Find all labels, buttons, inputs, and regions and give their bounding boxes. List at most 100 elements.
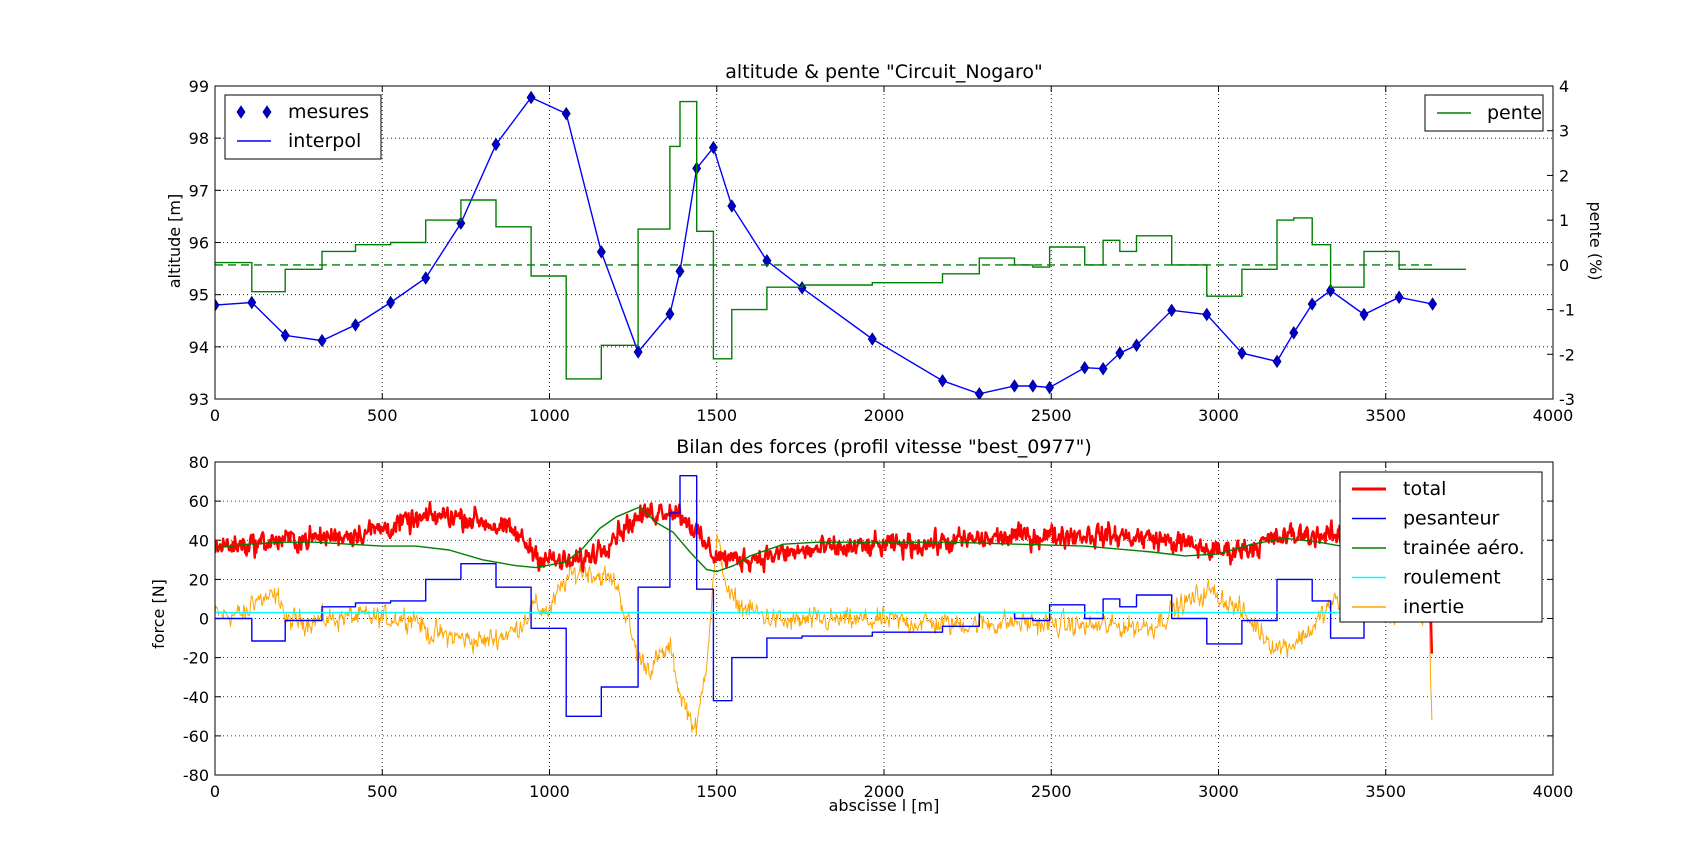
- altitude-measure-marker: [938, 374, 948, 388]
- force-chart-title: Bilan des forces (profil vitesse "best_0…: [676, 436, 1092, 458]
- plot-frame: [214, 85, 1554, 400]
- altitude-measure-marker: [1307, 297, 1317, 311]
- altitude-measure-marker: [561, 106, 571, 121]
- y2-tick-label: 1: [1559, 211, 1569, 230]
- altitude-measure-marker: [1098, 362, 1108, 376]
- legend-entry-label: mesures: [288, 101, 369, 123]
- y2-tick-label: 0: [1559, 256, 1569, 275]
- altitude-measure-marker: [1289, 326, 1299, 340]
- slope-axis-label: pente (%): [1586, 201, 1605, 280]
- x-tick-label: 1000: [529, 406, 570, 425]
- altitude-measure-marker: [1237, 346, 1247, 360]
- x-tick-label: 3500: [1365, 406, 1406, 425]
- gravity-force-line: [215, 475, 1466, 717]
- force-legend: total pesanteur trainée aéro. roulement iner…: [1339, 471, 1543, 623]
- x-tick-label: 2500: [1031, 782, 1072, 801]
- altitude-measure-marker: [762, 254, 772, 268]
- y-tick-label: 98: [189, 129, 209, 148]
- altitude-measure-marker: [317, 333, 327, 348]
- x-tick-label: 4000: [1533, 406, 1574, 425]
- altitude-measure-marker: [491, 137, 501, 152]
- altitude-measure-marker: [1009, 379, 1019, 393]
- x-tick-label: 3000: [1198, 406, 1239, 425]
- y2-tick-label: -3: [1559, 390, 1575, 409]
- altitude-slope-chart: altitude & pente "Circuit_Nogaro" altitu…: [165, 61, 1605, 425]
- legend-entry-label: interpol: [288, 130, 361, 152]
- abscissa-axis-label: abscisse l [m]: [829, 796, 940, 815]
- altitude-plot-area: 0 500 1000 1500 2000 2500 3000 3500 4000 93 94 95 96…: [189, 77, 1575, 425]
- y-tick-label: 0: [199, 610, 209, 629]
- altitude-measure-marker: [867, 332, 877, 346]
- legend-diamond-marker: [262, 105, 272, 119]
- legend-entry-label: total: [1403, 478, 1446, 500]
- altitude-measure-marker: [675, 264, 685, 278]
- y2-tick-label: -2: [1559, 345, 1575, 364]
- altitude-interpolation-line: [215, 96, 1433, 395]
- y2-tick-label: 4: [1559, 77, 1569, 96]
- altitude-measure-marker: [1359, 307, 1369, 322]
- altitude-measure-marker: [421, 271, 431, 285]
- aero-drag-line: [215, 506, 1420, 573]
- altitude-measure-marker: [1132, 338, 1142, 352]
- y-tick-label: 96: [189, 234, 209, 253]
- altitude-measure-marker: [1428, 297, 1438, 311]
- y-tick-label: -40: [183, 688, 209, 707]
- x-tick-label: 500: [367, 782, 398, 801]
- altitude-measure-marker: [1202, 307, 1212, 322]
- y-tick-label: -20: [183, 649, 209, 668]
- altitude-measure-marker: [1028, 379, 1038, 393]
- x-tick-label: 0: [210, 782, 220, 801]
- slope-legend: pente: [1424, 94, 1544, 132]
- y2-tick-label: 3: [1559, 122, 1569, 141]
- x-tick-label: 2500: [1031, 406, 1072, 425]
- x-tick-label: 3000: [1198, 782, 1239, 801]
- x-tick-label: 2000: [864, 406, 905, 425]
- y2-tick-label: -1: [1559, 301, 1575, 320]
- y-tick-label: 97: [189, 181, 209, 200]
- y2-tick-label: 2: [1559, 166, 1569, 185]
- x-tick-label: 500: [367, 406, 398, 425]
- altitude-measure-marker: [1394, 290, 1404, 304]
- y-tick-label: 20: [189, 570, 209, 589]
- altitude-measure-marker: [708, 140, 718, 155]
- force-plot-area: 0 500 1000 1500 2000 2500 3000 3500 4000 -80 -60 -4…: [183, 453, 1574, 801]
- legend-entry-label: trainée aéro.: [1403, 537, 1525, 559]
- force-balance-chart: Bilan des forces (profil vitesse "best_0…: [149, 436, 1573, 815]
- force-series-group: [215, 475, 1466, 736]
- legend-entry-label: pesanteur: [1403, 508, 1500, 530]
- altitude-series-group: [215, 90, 1466, 399]
- x-tick-label: 3500: [1365, 782, 1406, 801]
- slope-step-line: [215, 100, 1466, 380]
- y-tick-label: 95: [189, 286, 209, 305]
- altitude-measure-marker: [1045, 380, 1055, 395]
- altitude-measure-marker: [351, 318, 360, 332]
- altitude-measure-marker: [386, 295, 396, 310]
- x-tick-label: 2000: [864, 782, 905, 801]
- y-tick-label: 99: [189, 77, 209, 96]
- altitude-axis-label: altitude [m]: [165, 194, 184, 289]
- x-tick-label: 1000: [529, 782, 570, 801]
- altitude-measure-marker: [633, 345, 643, 359]
- altitude-measure-marker: [727, 199, 737, 213]
- legend-diamond-marker: [236, 105, 246, 119]
- altitude-measure-marker: [1272, 354, 1282, 369]
- altitude-measure-marker: [1115, 346, 1125, 360]
- y-tick-label: 40: [189, 531, 209, 550]
- y-tick-label: 93: [189, 390, 209, 409]
- x-tick-label: 0: [210, 406, 220, 425]
- inertia-force-line: [215, 533, 1433, 736]
- altitude-measure-marker: [665, 307, 675, 321]
- y-tick-label: 60: [189, 492, 209, 511]
- altitude-measure-marker: [974, 387, 984, 399]
- legend-entry-label: roulement: [1403, 567, 1501, 589]
- x-tick-label: 1500: [696, 406, 737, 425]
- altitude-measure-marker: [1326, 283, 1336, 298]
- plot-frame: [214, 461, 1554, 776]
- y-tick-label: 80: [189, 453, 209, 472]
- altitude-measure-marker: [596, 245, 606, 259]
- x-tick-label: 1500: [696, 782, 737, 801]
- x-tick-label: 4000: [1533, 782, 1574, 801]
- legend-box: [1339, 471, 1543, 623]
- altitude-measure-marker: [247, 295, 257, 310]
